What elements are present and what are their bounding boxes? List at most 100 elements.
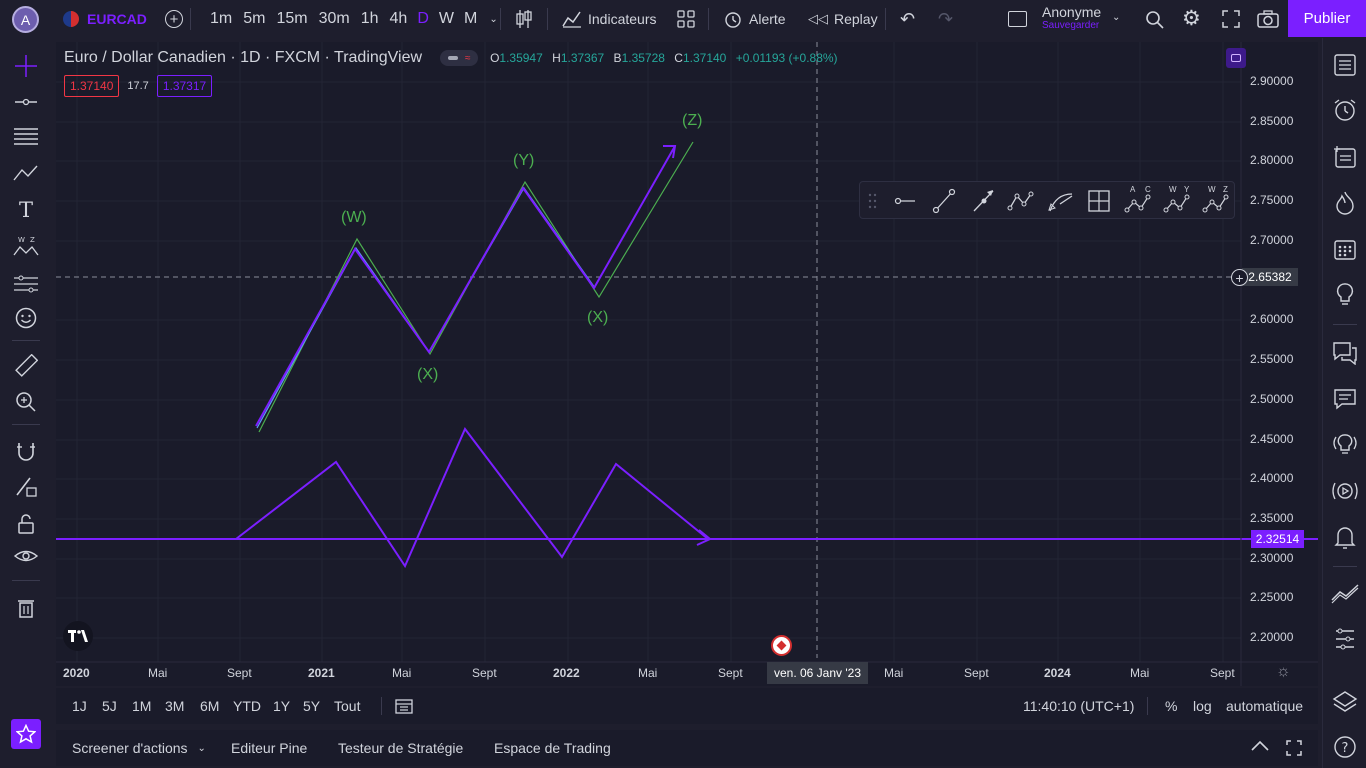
layers-icon[interactable] [1327, 686, 1363, 720]
lock-icon[interactable] [8, 508, 44, 540]
lightbulb-icon[interactable] [1327, 278, 1363, 312]
compare-add-icon[interactable]: + [165, 10, 183, 28]
timeframe-15m[interactable]: 15m [276, 10, 308, 27]
tab-strategy-tester[interactable]: Testeur de Stratégie [338, 740, 464, 756]
replay-button[interactable]: ◁◁ Replay [808, 0, 878, 38]
chevron-down-icon[interactable]: ⌄ [1112, 12, 1121, 23]
timeframe-d[interactable]: D [417, 10, 429, 27]
trading-chart-icon[interactable] [1327, 576, 1363, 610]
wave-label-y[interactable]: (Y) [513, 152, 535, 169]
chats-icon[interactable] [1327, 336, 1363, 370]
range-5d[interactable]: 5J [102, 698, 117, 714]
indicators-icon [562, 11, 581, 28]
candles-icon[interactable] [515, 9, 533, 29]
wave-label-x2[interactable]: (X) [587, 309, 609, 326]
text-tool-icon[interactable]: T [18, 198, 33, 222]
symbol-title[interactable]: Euro / Dollar Canadien · 1D · FXCM · Tra… [64, 49, 423, 66]
watchlist-icon[interactable] [1327, 48, 1363, 82]
percent-scale-toggle[interactable]: % [1165, 698, 1178, 714]
hotlist-flame-icon[interactable] [1327, 186, 1363, 220]
tab-pine-editor[interactable]: Editeur Pine [231, 740, 308, 756]
redo-icon[interactable]: ↷ [938, 9, 954, 29]
zoom-in-icon[interactable] [8, 386, 44, 418]
date-range-icon[interactable] [395, 698, 413, 714]
streams-icon[interactable] [1327, 474, 1363, 508]
calendar-icon[interactable] [1327, 232, 1363, 266]
alert-button[interactable]: Alerte [723, 0, 786, 38]
trash-icon[interactable] [8, 592, 44, 624]
timeframe-1m[interactable]: 1m [210, 10, 233, 27]
log-scale-toggle[interactable]: log [1193, 698, 1212, 714]
wave-label-z[interactable]: (Z) [682, 112, 703, 129]
timeframe-5m[interactable]: 5m [243, 10, 266, 27]
price-scale[interactable]: 2.90000 2.85000 2.80000 2.75000 2.70000 … [1242, 42, 1318, 662]
templates-icon[interactable] [677, 10, 695, 28]
auto-scale-toggle[interactable]: automatique [1226, 698, 1304, 714]
buy-price-button[interactable]: 1.37317 [156, 75, 213, 97]
crosshair-icon[interactable] [8, 50, 44, 82]
wxy-letter-w: W [1169, 185, 1177, 194]
messages-icon[interactable] [1327, 382, 1363, 416]
eye-icon[interactable] [8, 542, 44, 574]
prediction-tool-icon[interactable] [8, 268, 44, 300]
wxy-pattern-tool-icon [1163, 194, 1190, 213]
sell-price-button[interactable]: 1.37140 [64, 75, 120, 97]
favorites-star-icon[interactable] [11, 719, 41, 749]
ideas-stream-icon[interactable] [1327, 428, 1363, 462]
patterns-tool-icon[interactable] [8, 157, 44, 189]
chart-panel[interactable]: (W) (X) (Y) (X) (Z) Euro / Dollar Canadi… [56, 42, 1318, 686]
clock-time[interactable]: 11:40:10 (UTC+1) [1023, 698, 1135, 714]
indicators-button[interactable]: Indicateurs [562, 0, 656, 38]
chart-canvas[interactable] [56, 42, 1318, 686]
range-1d[interactable]: 1J [72, 698, 87, 714]
maximize-panel-icon[interactable] [1286, 740, 1302, 756]
chevron-up-icon[interactable] [1251, 740, 1269, 752]
publish-button[interactable]: Publier [1288, 0, 1366, 37]
gear-icon[interactable]: ⚙ [1182, 7, 1201, 30]
range-6m[interactable]: 6M [200, 698, 220, 714]
chevron-down-icon[interactable]: ⌄ [489, 13, 498, 25]
timeframe-m[interactable]: M [463, 10, 478, 27]
gear-icon[interactable]: ☼ [1276, 663, 1291, 680]
market-status-badge[interactable]: ≈ [440, 50, 479, 66]
trend-line-tool-icon[interactable] [8, 86, 44, 118]
user-menu[interactable]: Anonyme Sauvegarder [1042, 5, 1101, 31]
add-price-plus-icon[interactable]: + [1231, 269, 1248, 286]
range-1y[interactable]: 1Y [273, 698, 291, 714]
tradingview-logo[interactable] [63, 621, 93, 651]
economic-event-flag-icon[interactable] [771, 635, 792, 656]
fullscreen-icon[interactable] [1222, 10, 1240, 28]
timeframe-w[interactable]: W [438, 10, 454, 27]
search-icon[interactable] [1145, 10, 1164, 29]
undo-icon[interactable]: ↶ [900, 9, 916, 29]
timeframe-30m[interactable]: 30m [318, 10, 350, 27]
magnet-icon[interactable] [8, 436, 44, 468]
range-all[interactable]: Tout [334, 698, 361, 714]
emoji-icon[interactable] [8, 302, 44, 334]
tab-trading-panel[interactable]: Espace de Trading [494, 740, 611, 756]
ruler-icon[interactable] [8, 350, 44, 382]
lock-pencil-icon[interactable] [8, 470, 44, 502]
tab-screener[interactable]: Screener d'actions ⌄ [72, 740, 206, 756]
user-avatar[interactable]: A [12, 6, 39, 33]
layout-icon[interactable] [1008, 11, 1027, 27]
time-scale[interactable]: 2020 Mai Sept 2021 Mai Sept 2022 Mai Sep… [56, 662, 1318, 686]
fib-tool-icon[interactable] [8, 121, 44, 153]
symbol-search[interactable]: EURCAD [63, 0, 147, 38]
wave-label-x1[interactable]: (X) [417, 366, 439, 383]
camera-icon[interactable] [1257, 10, 1279, 28]
timeframe-1h[interactable]: 1h [360, 10, 379, 27]
range-5y[interactable]: 5Y [303, 698, 321, 714]
range-1m[interactable]: 1M [132, 698, 152, 714]
bell-icon[interactable] [1327, 520, 1363, 554]
timeframe-4h[interactable]: 4h [389, 10, 408, 27]
range-3m[interactable]: 3M [165, 698, 185, 714]
object-tree-icon[interactable] [1327, 622, 1363, 656]
range-ytd[interactable]: YTD [233, 698, 261, 714]
alarm-clock-icon[interactable] [1327, 93, 1363, 127]
add-list-icon[interactable] [1327, 140, 1363, 174]
wave-label-w[interactable]: (W) [341, 209, 367, 226]
chart-layout-toggle-icon[interactable] [1226, 48, 1246, 68]
help-icon[interactable]: ? [1327, 730, 1363, 764]
